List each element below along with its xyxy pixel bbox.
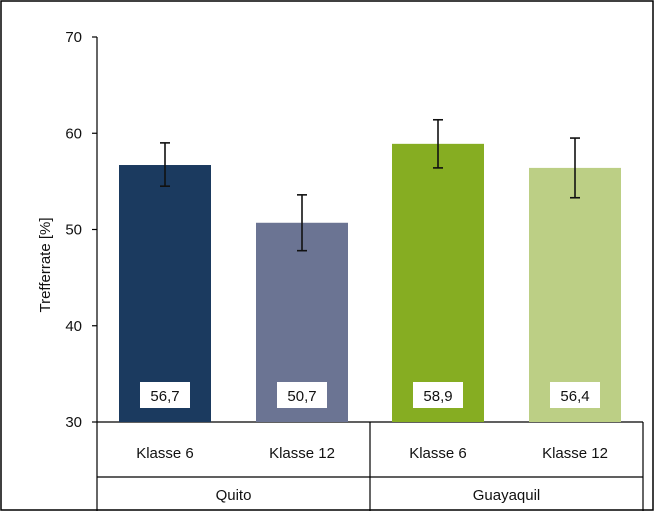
data-label: 50,7 xyxy=(287,388,316,405)
labels: 30 40 50 60 70 56,7 Klasse 6 50,7 Klasse 12 58,9 K… xyxy=(65,29,608,504)
data-label-box xyxy=(277,382,327,408)
y-tick-label: 50 xyxy=(65,222,82,239)
y-axis-label: Trefferrate [%] xyxy=(37,217,54,312)
y-tick-label: 60 xyxy=(65,125,82,142)
group-label: Quito xyxy=(216,487,252,504)
data-label-box xyxy=(550,382,600,408)
bar xyxy=(529,167,621,422)
y-tick-label: 40 xyxy=(65,318,82,335)
data-label-box xyxy=(140,382,190,408)
category-label: Klasse 6 xyxy=(409,445,467,462)
data-label: 56,4 xyxy=(560,388,589,405)
bar xyxy=(119,165,211,422)
data-label: 56,7 xyxy=(150,388,179,405)
bar xyxy=(392,143,484,422)
category-label: Klasse 12 xyxy=(542,445,608,462)
category-label: Klasse 6 xyxy=(136,445,194,462)
group-label: Guayaquil xyxy=(473,487,541,504)
data-label: 58,9 xyxy=(423,388,452,405)
category-label: Klasse 12 xyxy=(269,445,335,462)
bars xyxy=(119,118,621,422)
y-tick-label: 30 xyxy=(65,414,82,431)
y-tick-label: 70 xyxy=(65,29,82,46)
data-label-box xyxy=(413,382,463,408)
